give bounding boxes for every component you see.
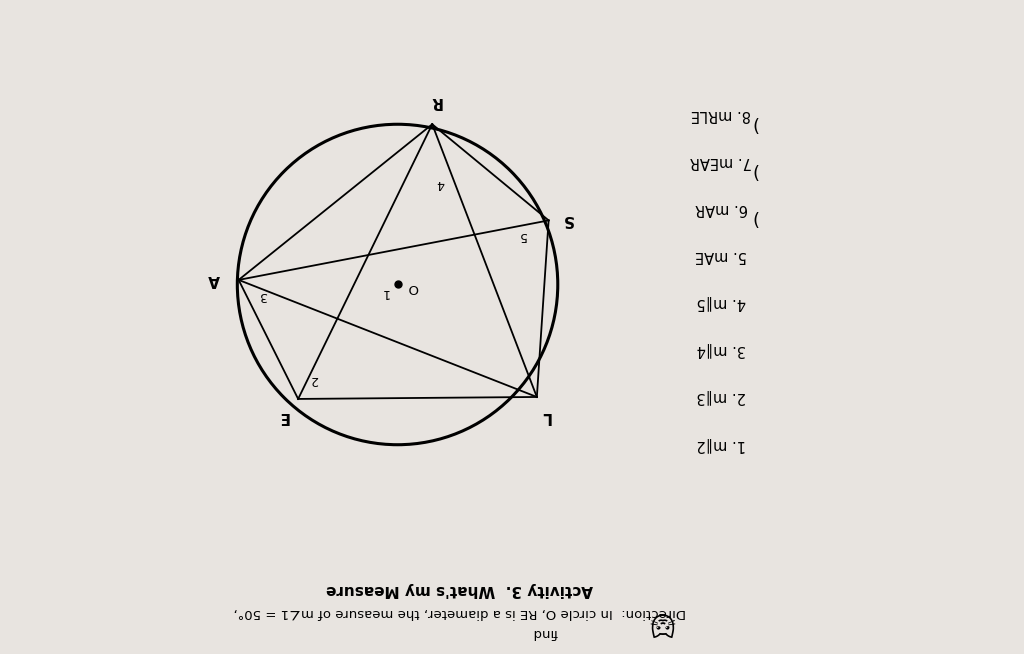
Text: ): ) [751, 161, 758, 179]
Text: 3: 3 [259, 289, 267, 302]
Text: find: find [531, 626, 557, 639]
Text: 3. m∥4: 3. m∥4 [696, 343, 745, 357]
Text: 1. m∥2: 1. m∥2 [696, 437, 746, 451]
Text: E: E [278, 409, 289, 424]
Text: 🐱: 🐱 [649, 610, 676, 633]
Text: S: S [562, 212, 573, 226]
Text: 5. mAE: 5. mAE [695, 249, 748, 263]
Text: Direction:  In circle O, RE is a diameter, the measure of m∠1 = 50°,: Direction: In circle O, RE is a diameter… [233, 606, 686, 619]
Text: A: A [209, 273, 220, 287]
Text: 4: 4 [436, 177, 444, 190]
Text: O: O [408, 281, 418, 294]
Text: 1: 1 [381, 286, 388, 300]
Text: 6. mAR: 6. mAR [694, 201, 748, 216]
Text: 8. mRLE: 8. mRLE [691, 107, 752, 122]
Text: ): ) [751, 114, 758, 132]
Text: ): ) [751, 208, 758, 226]
Text: 2: 2 [310, 373, 318, 386]
Text: 5: 5 [518, 229, 526, 242]
Text: 4. m∥5: 4. m∥5 [696, 296, 746, 310]
Text: 7. mEAR: 7. mEAR [690, 154, 753, 169]
Text: 2. m∥3: 2. m∥3 [696, 390, 746, 404]
Text: L: L [541, 409, 550, 424]
Text: Activity 3.  What's my Measure: Activity 3. What's my Measure [327, 583, 593, 597]
Text: R: R [430, 94, 442, 109]
